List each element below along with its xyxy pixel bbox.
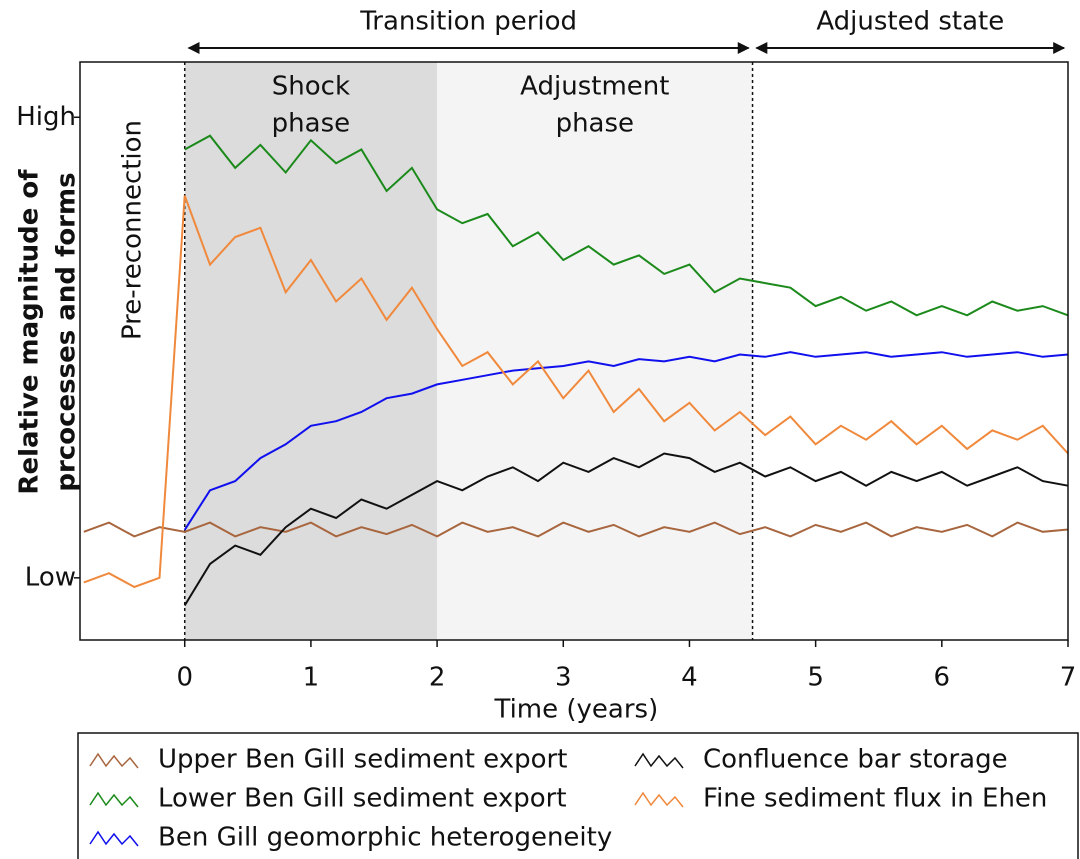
legend-label: Ben Gill geomorphic heterogeneity [158, 823, 612, 853]
period-label: Adjusted state [816, 7, 1004, 37]
y-axis-label: prcocesses and forms [52, 172, 82, 491]
y-tick-label: High [16, 102, 76, 132]
legend-label: Fine sediment flux in Ehen [703, 784, 1047, 814]
period-label: Transition period [359, 7, 577, 37]
x-axis-label: Time (years) [493, 695, 658, 725]
x-tick-label: 5 [807, 663, 824, 693]
legend-label: Confluence bar storage [703, 745, 1008, 775]
x-tick-label: 4 [681, 663, 698, 693]
series-line [183, 351, 1069, 531]
series-line [83, 195, 1069, 589]
x-tick-label: 2 [429, 663, 446, 693]
legend-icon [634, 791, 684, 808]
x-tick-label: 3 [555, 663, 572, 693]
series-line [83, 521, 1069, 538]
phase-label: phase [272, 109, 350, 139]
phase-label: phase [556, 109, 634, 139]
series-line [184, 134, 1069, 317]
legend-icon [89, 830, 139, 847]
x-tick-label: 7 [1060, 663, 1077, 693]
x-tick-label: 0 [176, 663, 193, 693]
series-line [183, 452, 1069, 607]
x-tick-label: 6 [934, 663, 951, 693]
legend-label: Upper Ben Gill sediment export [158, 745, 567, 775]
plot-frame [79, 61, 1069, 641]
phase-label: Shock [272, 72, 350, 102]
annotation: Pre-reconnection [118, 120, 148, 340]
legend-label: Lower Ben Gill sediment export [158, 784, 567, 814]
legend-icon [89, 791, 139, 808]
x-tick-label: 1 [303, 663, 320, 693]
legend-icon [89, 752, 139, 769]
legend-frame [77, 732, 1079, 859]
y-tick-label: Low [25, 562, 76, 592]
phase-region [184, 62, 438, 640]
y-axis-label: Relative magnitude of [15, 169, 45, 495]
legend-icon [634, 752, 684, 769]
phase-label: Adjustment [520, 72, 669, 102]
phase-region [437, 62, 753, 640]
